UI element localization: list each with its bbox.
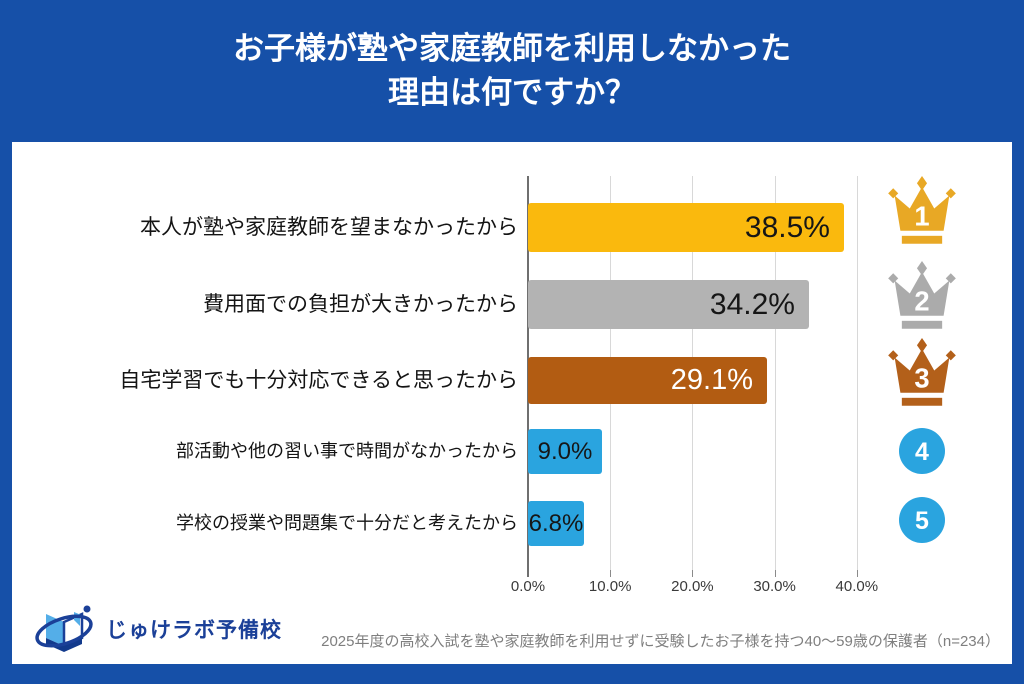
svg-text:2: 2 — [914, 286, 929, 317]
bar-rank-2: 34.2% — [528, 279, 809, 329]
category-label: 本人が塾や家庭教師を望まなかったから — [140, 215, 518, 239]
x-tick-label: 30.0% — [753, 578, 796, 595]
value-label: 29.1% — [670, 363, 753, 396]
gridline-40 — [856, 176, 858, 570]
bar-rank-1: 38.5% — [528, 202, 844, 252]
value-label: 34.2% — [709, 287, 795, 321]
x-tick-10 — [610, 570, 612, 577]
svg-text:1: 1 — [914, 201, 929, 232]
category-label: 部活動や他の習い事で時間がなかったから — [176, 440, 518, 461]
value-label: 38.5% — [744, 210, 830, 244]
x-tick-40 — [856, 570, 858, 577]
page-title: お子様が塾や家庭教師を利用しなかった 理由は何ですか？ — [233, 31, 791, 111]
value-label: 9.0% — [537, 437, 593, 465]
bar-rank-5: 6.8% — [528, 500, 584, 546]
rank-4-circle-badge: 4 — [899, 428, 945, 474]
rank-5-circle-badge: 5 — [899, 497, 945, 543]
value-label: 6.8% — [528, 509, 584, 537]
x-tick-label: 20.0% — [671, 578, 714, 595]
category-label: 費用面での負担が大きかったから — [203, 292, 518, 316]
footnote: 2025年度の高校入試を塾や家庭教師を利用せずに受験したお子様を持つ40～59歳… — [321, 633, 1000, 650]
x-tick-label: 0.0% — [510, 578, 546, 595]
svg-text:5: 5 — [915, 507, 929, 535]
logo: じゅけラボ予備校 — [34, 600, 282, 658]
chart-card: 0.0% 10.0% 20.0% 30.0% 40.0% 本人が塾や家庭教師を望まなかった… — [12, 142, 1012, 664]
x-tick-30 — [774, 570, 776, 577]
rank-3-crown-icon: 3 — [886, 338, 958, 413]
x-tick-label: 10.0% — [588, 578, 632, 595]
svg-text:3: 3 — [914, 363, 929, 394]
svg-text:4: 4 — [915, 438, 929, 466]
bar-chart: 0.0% 10.0% 20.0% 30.0% 40.0% 本人が塾や家庭教師を望まなかった… — [12, 142, 1012, 664]
x-tick-label: 40.0% — [835, 578, 879, 595]
gridline-30 — [774, 176, 776, 570]
category-label: 自宅学習でも十分対応できると思ったから — [119, 368, 518, 392]
rank-2-crown-icon: 2 — [886, 261, 958, 336]
logo-book-icon — [35, 605, 93, 652]
rank-1-crown-icon: 1 — [886, 176, 958, 251]
bar-rank-4: 9.0% — [528, 428, 602, 474]
logo-text: じゅけラボ予備校 — [106, 619, 282, 642]
category-label: 学校の授業や問題集で十分だと考えたから — [176, 512, 518, 533]
x-tick-20 — [692, 570, 694, 577]
bar-rank-3: 29.1% — [528, 356, 767, 404]
